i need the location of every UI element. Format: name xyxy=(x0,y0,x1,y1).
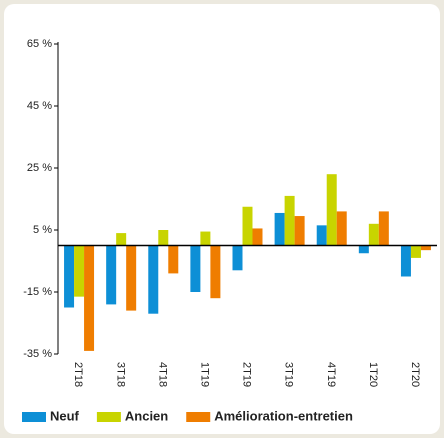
bar xyxy=(420,245,431,251)
bar xyxy=(158,230,169,246)
x-tick-label: 2T18 xyxy=(72,362,84,387)
bar xyxy=(400,245,411,277)
bar xyxy=(368,223,379,246)
x-tick-label: 3T19 xyxy=(283,362,295,387)
x-tick-label: 1T19 xyxy=(198,362,210,387)
panel xyxy=(4,4,440,434)
y-tick-label: -35 % xyxy=(23,348,52,360)
legend-label: Ancien xyxy=(125,408,168,423)
bar xyxy=(336,211,347,246)
y-tick-label: 25 % xyxy=(27,162,52,174)
bar xyxy=(242,206,253,246)
x-tick-label: 4T19 xyxy=(325,362,337,387)
bar xyxy=(190,245,201,292)
bar xyxy=(378,211,389,246)
bar xyxy=(232,245,243,271)
x-tick-label: 1T20 xyxy=(367,362,379,387)
legend-swatch xyxy=(186,412,211,422)
x-tick-label: 2T20 xyxy=(409,362,421,387)
bar xyxy=(274,212,285,246)
bar xyxy=(64,245,75,308)
legend-swatch xyxy=(22,412,46,422)
y-tick-label: 5 % xyxy=(33,224,52,236)
legend-swatch xyxy=(96,412,121,422)
bar xyxy=(358,245,369,254)
bar xyxy=(148,245,159,314)
bar xyxy=(126,245,137,311)
x-tick-label: 2T19 xyxy=(241,362,253,387)
bar xyxy=(316,225,327,246)
bar xyxy=(200,231,211,246)
y-tick-label: 45 % xyxy=(27,100,52,112)
bar xyxy=(116,233,127,246)
bar xyxy=(210,245,221,299)
bar xyxy=(284,195,295,246)
legend-label: Neuf xyxy=(50,408,80,423)
bar xyxy=(326,174,337,246)
bar xyxy=(294,216,305,246)
bar xyxy=(410,245,421,258)
bar xyxy=(74,245,85,297)
x-tick-label: 4T18 xyxy=(156,362,168,387)
bar xyxy=(252,228,263,246)
legend-label: Amélioration-entretien xyxy=(214,408,353,423)
bar xyxy=(106,245,117,305)
bar xyxy=(168,245,179,274)
x-tick-label: 3T18 xyxy=(114,362,126,387)
bar xyxy=(84,245,95,351)
y-tick-label: -15 % xyxy=(23,286,52,298)
y-tick-label: 65 % xyxy=(27,38,52,50)
